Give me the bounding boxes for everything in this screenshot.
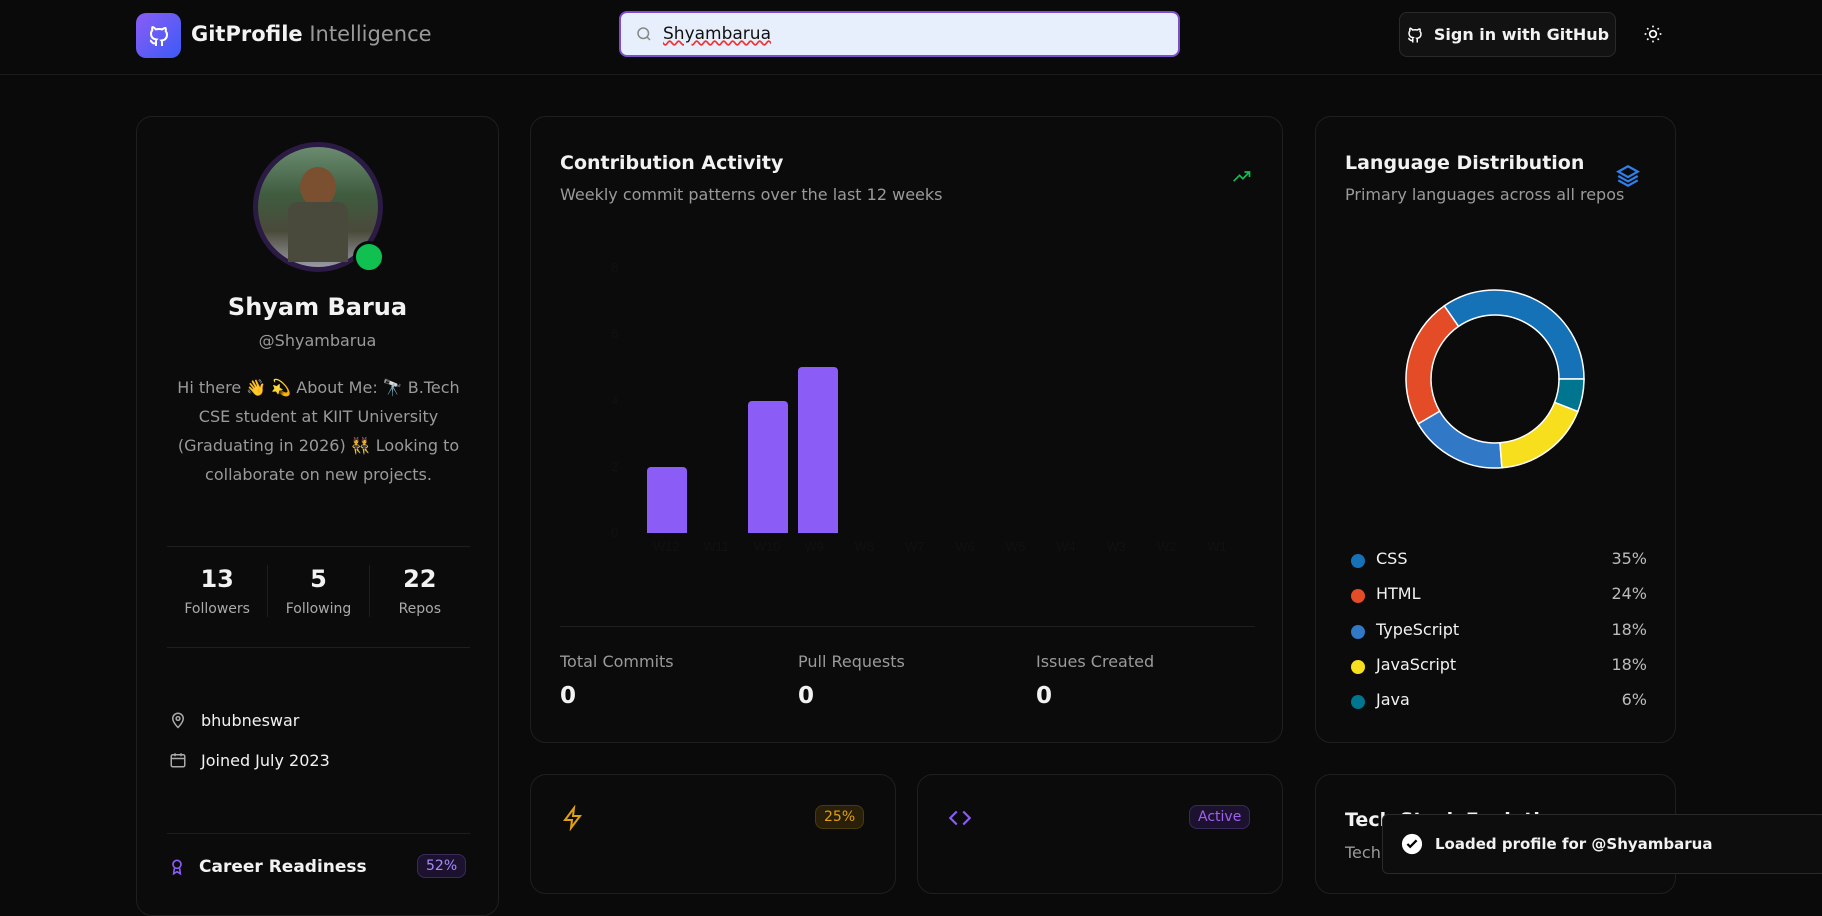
calendar-icon	[170, 753, 186, 768]
tech-stack-subtitle: Techn	[1345, 843, 1391, 862]
profile-stats: 13 Followers 5 Following 22 Repos	[167, 565, 470, 617]
language-donut-chart	[1405, 289, 1585, 469]
bar-W9[interactable]	[798, 367, 839, 533]
legend-pct: 6%	[1621, 690, 1647, 710]
y-tick-label: 0	[611, 525, 619, 540]
x-tick-label: W5	[1005, 539, 1026, 554]
search-icon	[637, 27, 651, 41]
legend-dot	[1351, 589, 1365, 604]
search-input[interactable]: Shyambarua	[619, 11, 1180, 57]
career-readiness: Career Readiness	[169, 857, 367, 877]
top-nav: GitProfile Intelligence Shyambarua Sign …	[0, 0, 1822, 75]
brand-suffix: Intelligence	[309, 22, 432, 46]
activity-title: Contribution Activity	[560, 152, 784, 174]
brand[interactable]: GitProfile Intelligence	[191, 22, 432, 46]
energy-card: 25%	[530, 774, 896, 894]
contribution-activity-card: Contribution Activity Weekly commit patt…	[530, 116, 1283, 743]
legend-pct: 18%	[1611, 654, 1647, 674]
language-distribution-card: Language Distribution Primary languages …	[1315, 116, 1676, 743]
legend-label: TypeScript	[1376, 619, 1460, 639]
joined-date: Joined July 2023	[169, 751, 330, 770]
legend-item-javascript: JavaScript 18%	[1351, 655, 1647, 679]
x-tick-label: W12	[653, 539, 680, 554]
location: bhubneswar	[169, 711, 299, 730]
x-tick-label: W7	[905, 539, 925, 554]
check-circle-icon	[1401, 833, 1423, 855]
search-value: Shyambarua	[663, 24, 771, 44]
profile-name: Shyam Barua	[227, 293, 408, 321]
github-logo-icon[interactable]	[136, 13, 181, 58]
legend-dot	[1351, 695, 1365, 710]
avatar	[253, 142, 383, 272]
activity-subtitle: Weekly commit patterns over the last 12 …	[560, 185, 943, 204]
legend-dot	[1351, 624, 1365, 639]
profile-card: Shyam Barua @Shyambarua Hi there 👋 💫 Abo…	[136, 116, 499, 916]
legend-label: CSS	[1376, 549, 1408, 568]
language-legend: CSS 35% HTML 24% TypeScript 18% JavaScript 18% J…	[1351, 549, 1647, 729]
y-tick-label: 4	[611, 392, 619, 408]
y-tick-label: 6	[611, 326, 619, 342]
trending-up-icon	[1233, 171, 1251, 182]
legend-label: JavaScript	[1376, 654, 1457, 674]
layers-icon	[1616, 165, 1640, 187]
map-pin-icon	[171, 712, 185, 729]
legend-dot	[1351, 659, 1365, 674]
award-icon	[172, 859, 182, 876]
legend-label: HTML	[1376, 584, 1421, 604]
slice-typescript[interactable]	[1417, 410, 1503, 469]
bar-W12[interactable]	[647, 466, 687, 533]
profile-bio: Hi there 👋 💫 About Me: 🔭 B.Tech CSE stud…	[177, 378, 460, 484]
sign-in-github-button[interactable]: Sign in with GitHub	[1399, 12, 1616, 57]
x-tick-label: W1	[1207, 539, 1227, 554]
energy-badge: 25%	[815, 805, 865, 829]
y-tick-label: 2	[611, 458, 619, 474]
stat-followers[interactable]: 13 Followers	[167, 565, 269, 617]
stat-following[interactable]: 5 Following	[268, 565, 370, 617]
github-icon	[1407, 27, 1422, 42]
slice-javascript[interactable]	[1499, 401, 1579, 469]
x-tick-label: W10	[753, 539, 781, 554]
slice-java[interactable]	[1553, 378, 1585, 413]
slice-css[interactable]	[1443, 289, 1585, 380]
legend-pct: 18%	[1611, 619, 1647, 639]
x-tick-label: W2	[1157, 539, 1177, 554]
pull-requests: Pull Requests 0	[798, 652, 905, 709]
stat-repos[interactable]: 22 Repos	[398, 565, 442, 617]
y-tick-label: 8	[611, 260, 619, 275]
sign-in-label: Sign in with GitHub	[1433, 25, 1610, 44]
language-title: Language Distribution	[1345, 152, 1585, 174]
code-icon	[948, 810, 972, 826]
profile-handle: @Shyambarua	[258, 331, 377, 350]
legend-pct: 24%	[1611, 584, 1647, 604]
slice-html[interactable]	[1405, 304, 1460, 425]
online-status-indicator	[353, 241, 385, 273]
x-tick-label: W6	[955, 539, 975, 554]
brand-name: GitProfile	[191, 22, 303, 46]
active-badge: Active	[1189, 805, 1251, 829]
career-readiness-badge: 52%	[417, 854, 467, 878]
code-card: Active	[917, 774, 1283, 894]
toast-message: Loaded profile for @Shyambarua	[1435, 835, 1713, 853]
bar-W10[interactable]	[747, 400, 788, 533]
theme-toggle-sun-icon[interactable]	[1643, 24, 1663, 48]
x-tick-label: W9	[804, 539, 824, 554]
issues-created: Issues Created 0	[1036, 652, 1155, 709]
legend-item-html: HTML 24%	[1351, 584, 1647, 608]
legend-item-css: CSS 35%	[1351, 549, 1647, 573]
x-tick-label: W11	[703, 539, 730, 554]
toast-notification: Loaded profile for @Shyambarua	[1382, 814, 1822, 874]
x-tick-label: W4	[1056, 539, 1076, 554]
legend-item-java: Java 6%	[1351, 690, 1647, 714]
x-tick-label: W8	[854, 539, 875, 554]
x-tick-label: W3	[1106, 539, 1127, 554]
total-commits: Total Commits 0	[560, 652, 674, 709]
language-subtitle: Primary languages across all repos	[1345, 185, 1625, 204]
commit-bar-chart: 0 2 4 6 8 W12 W11 W10 W9 W8 W7 W6 W5 W4 W3 W2 W1	[531, 117, 1284, 554]
legend-pct: 35%	[1611, 549, 1647, 568]
legend-dot	[1351, 554, 1365, 568]
lightning-icon	[563, 805, 582, 831]
legend-item-typescript: TypeScript 18%	[1351, 620, 1647, 644]
legend-label: Java	[1376, 690, 1410, 710]
